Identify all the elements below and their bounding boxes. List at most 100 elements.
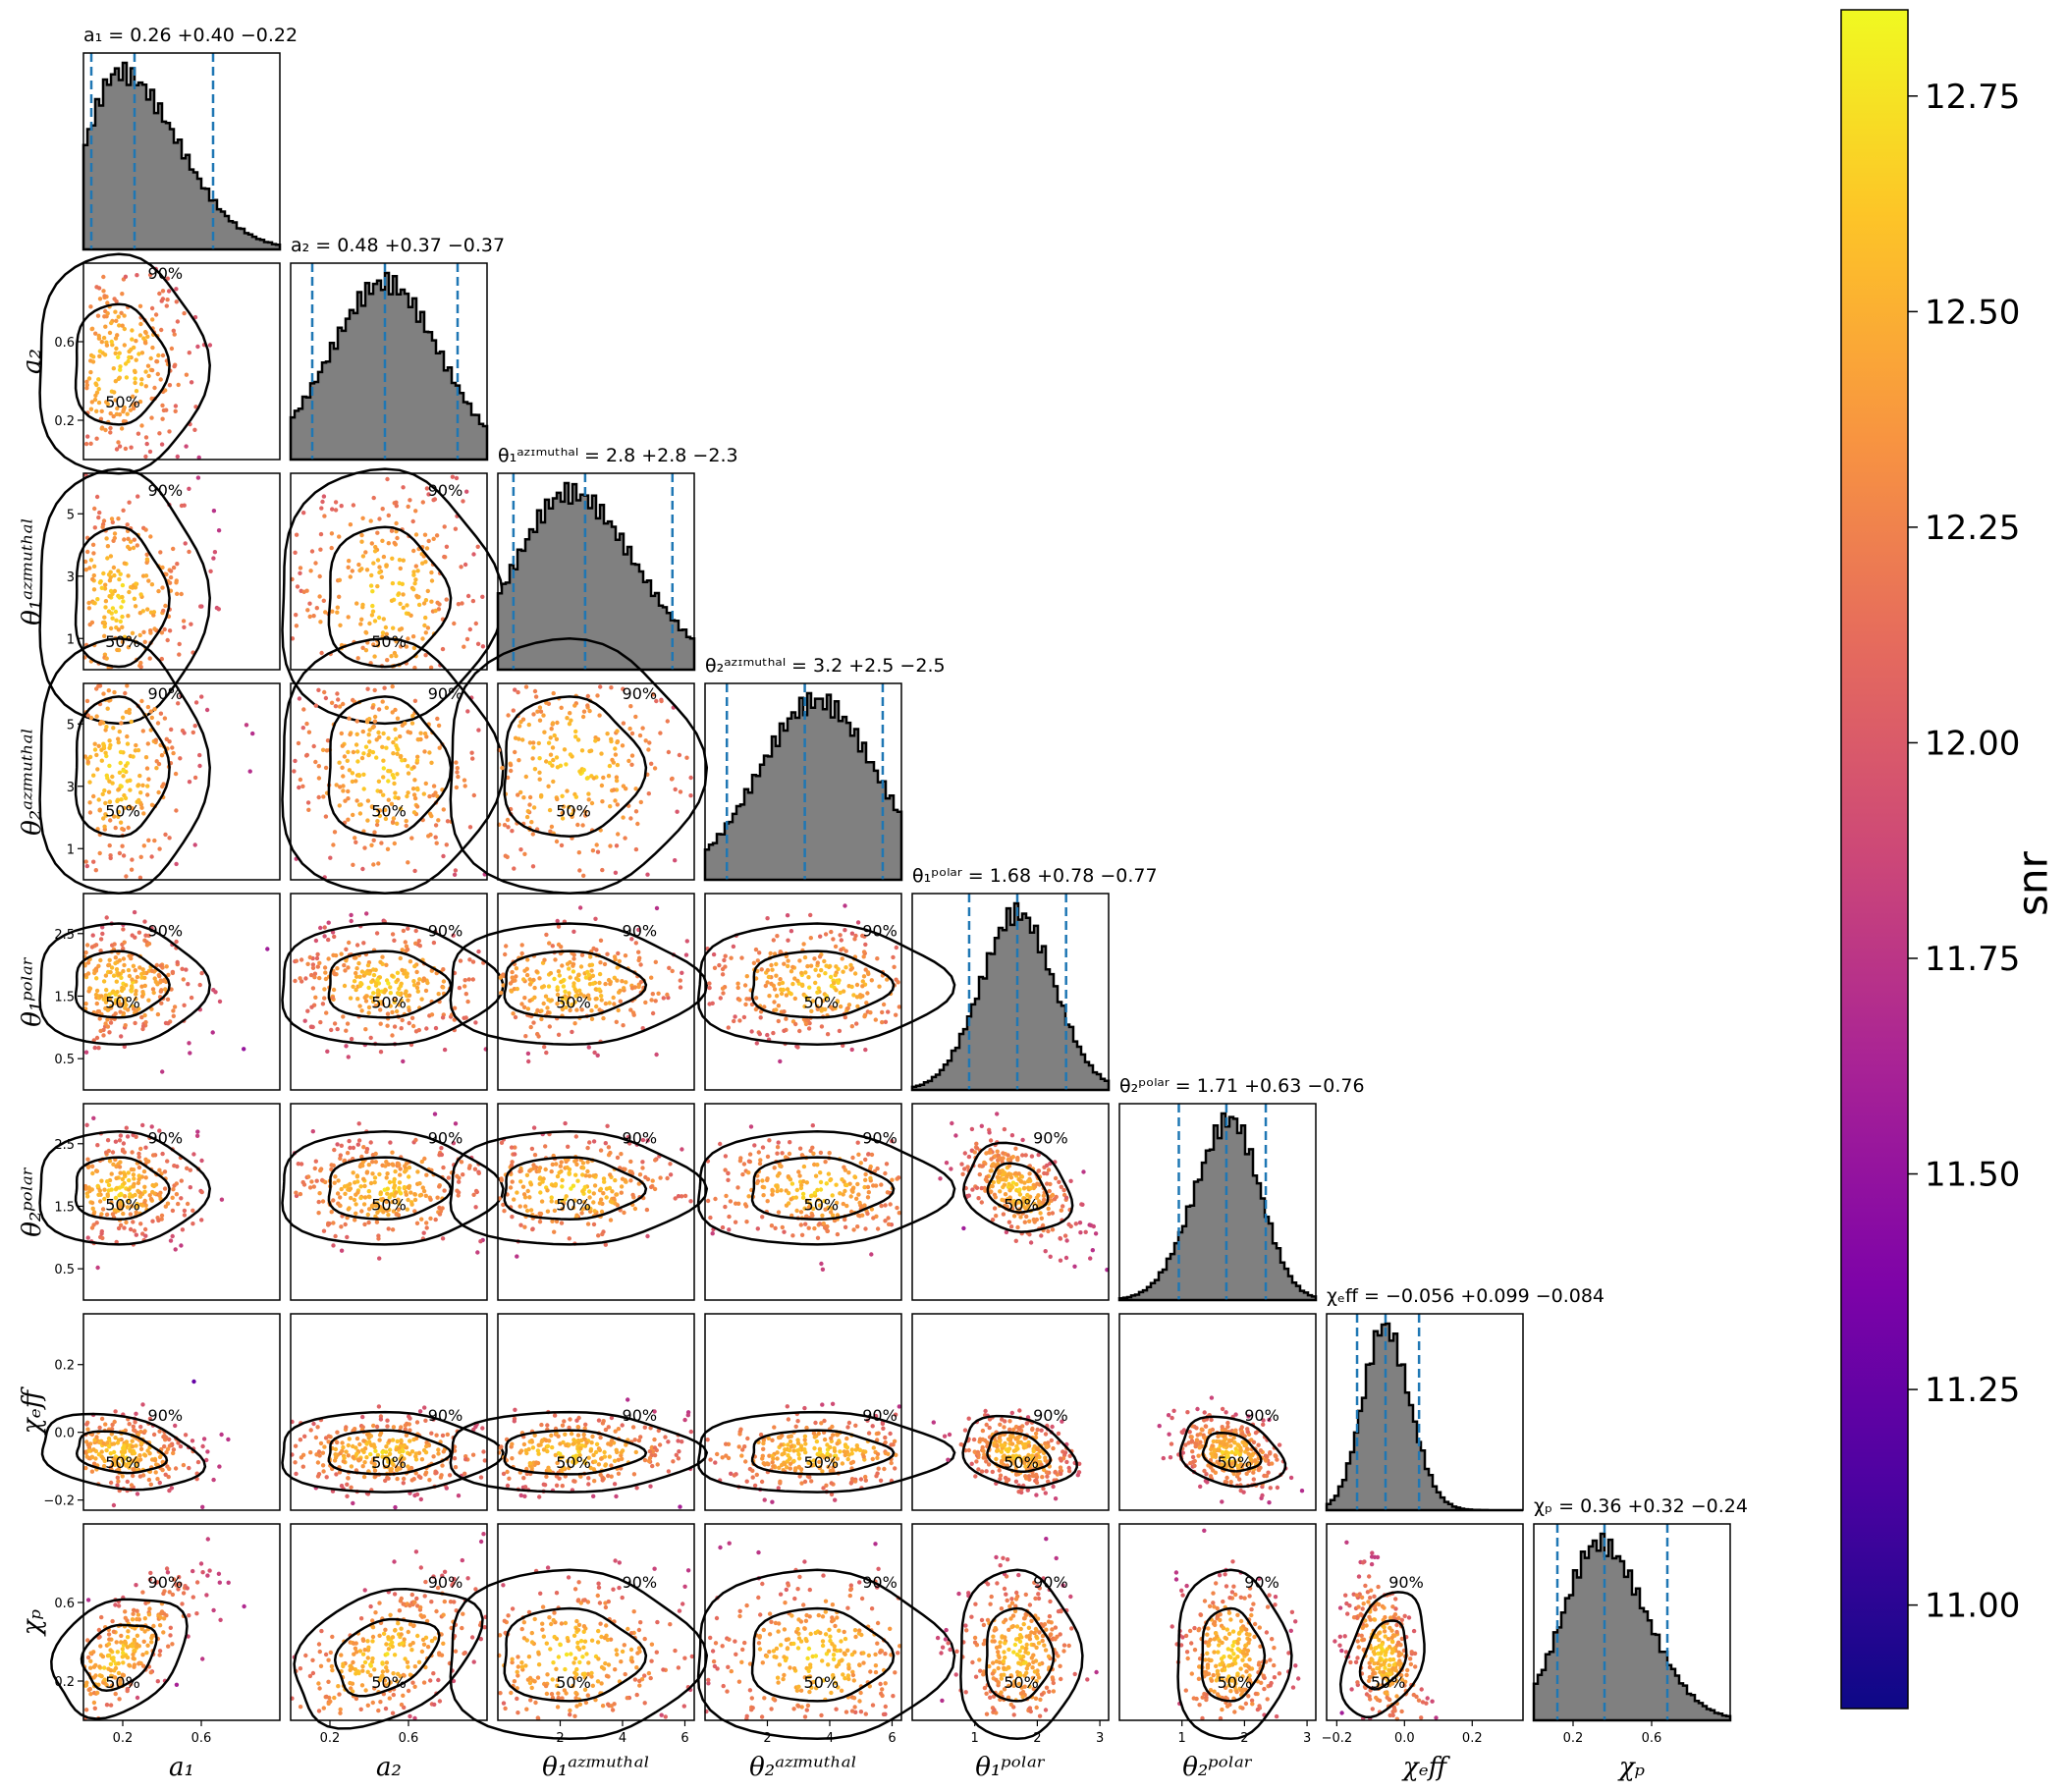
sample-point bbox=[125, 741, 131, 746]
sample-point bbox=[809, 1008, 814, 1013]
sample-point bbox=[452, 1456, 458, 1461]
sample-point bbox=[510, 1456, 515, 1461]
sample-point bbox=[860, 1213, 865, 1218]
sample-point bbox=[169, 987, 174, 992]
sample-point bbox=[408, 1451, 412, 1457]
sample-point bbox=[96, 743, 101, 748]
sample-point bbox=[974, 1141, 979, 1146]
sample-point bbox=[89, 326, 95, 331]
sample-point bbox=[348, 1186, 354, 1191]
sample-point bbox=[401, 1481, 406, 1486]
histogram-bars bbox=[289, 271, 489, 462]
sample-point bbox=[323, 814, 329, 819]
sample-point bbox=[420, 1185, 425, 1190]
sample-point bbox=[134, 742, 138, 748]
sample-point bbox=[411, 645, 417, 651]
sample-point bbox=[623, 1177, 627, 1183]
panel-frame bbox=[290, 1103, 488, 1301]
sample-point bbox=[789, 1197, 793, 1202]
sample-point bbox=[1025, 1192, 1030, 1198]
sample-point bbox=[429, 570, 434, 575]
sample-point bbox=[339, 1143, 344, 1148]
sample-point bbox=[346, 565, 351, 570]
sample-point bbox=[349, 1485, 354, 1490]
sample-point bbox=[360, 602, 365, 608]
sample-point bbox=[313, 759, 318, 765]
sample-point bbox=[362, 995, 367, 1001]
contour-90 bbox=[449, 922, 709, 1047]
sample-point bbox=[671, 1459, 676, 1464]
sample-point bbox=[442, 524, 447, 529]
sample-point bbox=[839, 948, 843, 952]
sample-point bbox=[173, 771, 179, 777]
sample-point bbox=[160, 353, 166, 358]
sample-point bbox=[393, 727, 398, 732]
sample-point bbox=[351, 1443, 355, 1449]
sample-point bbox=[321, 1469, 326, 1474]
sample-point bbox=[775, 1151, 780, 1156]
sample-point bbox=[110, 781, 115, 786]
sample-point bbox=[769, 981, 774, 987]
sample-point bbox=[1014, 1182, 1019, 1187]
sample-point bbox=[360, 1447, 365, 1453]
sample-point bbox=[147, 272, 153, 278]
sample-point bbox=[108, 410, 113, 416]
sample-point bbox=[843, 928, 847, 933]
sample-point bbox=[94, 752, 99, 758]
sample-point bbox=[96, 286, 102, 291]
sample-point bbox=[298, 570, 302, 575]
sample-point bbox=[157, 1193, 162, 1198]
sample-point bbox=[152, 838, 157, 843]
contour-90 bbox=[281, 922, 505, 1047]
sample-point bbox=[162, 1443, 167, 1449]
sample-point bbox=[518, 789, 523, 795]
sample-point bbox=[384, 1199, 389, 1205]
sample-point bbox=[85, 1157, 90, 1162]
sample-point bbox=[408, 1416, 412, 1421]
histogram-title: a₁ = 0.26 +0.40 −0.22 bbox=[83, 25, 298, 46]
sample-point bbox=[146, 838, 151, 842]
sample-point bbox=[525, 1006, 531, 1011]
sample-point bbox=[557, 1170, 562, 1175]
sample-point bbox=[344, 1449, 349, 1454]
sample-point bbox=[850, 1155, 855, 1161]
sample-point bbox=[210, 1030, 215, 1035]
sample-point bbox=[108, 1020, 114, 1025]
sample-point bbox=[564, 1005, 569, 1010]
sample-point bbox=[622, 1210, 626, 1216]
contour-50 bbox=[74, 302, 171, 426]
sample-point bbox=[375, 643, 381, 648]
sample-point bbox=[1004, 1229, 1009, 1235]
sample-point bbox=[825, 1228, 830, 1233]
sample-point bbox=[743, 1002, 748, 1007]
sample-point bbox=[410, 634, 416, 639]
sample-point bbox=[1008, 1171, 1013, 1177]
sample-point bbox=[775, 1185, 780, 1190]
sample-point bbox=[394, 736, 399, 741]
sample-point bbox=[145, 741, 150, 746]
sample-point bbox=[572, 1159, 577, 1164]
sample-point bbox=[594, 1004, 599, 1009]
sample-point bbox=[393, 1504, 398, 1510]
sample-point bbox=[333, 704, 339, 709]
sample-point bbox=[682, 1417, 687, 1423]
sample-point bbox=[100, 524, 105, 529]
sample-point bbox=[855, 1140, 860, 1145]
sample-point bbox=[431, 1454, 436, 1459]
sample-point bbox=[406, 611, 411, 617]
sample-point bbox=[637, 733, 643, 738]
sample-point bbox=[1083, 1229, 1088, 1234]
sample-point bbox=[348, 1181, 353, 1187]
sample-point bbox=[187, 780, 192, 785]
sample-point bbox=[343, 1222, 348, 1227]
sample-point bbox=[409, 721, 415, 726]
sample-point bbox=[521, 795, 526, 800]
sample-point bbox=[460, 601, 464, 606]
sample-point bbox=[722, 957, 727, 963]
sample-point bbox=[197, 763, 202, 769]
sample-point bbox=[531, 1020, 536, 1025]
contour-label-90: 90% bbox=[148, 922, 184, 941]
sample-point bbox=[364, 568, 370, 572]
sample-point bbox=[332, 1180, 337, 1185]
scatter-a2-vs-a1: 50%90%0.20.6a₂ bbox=[18, 252, 281, 475]
